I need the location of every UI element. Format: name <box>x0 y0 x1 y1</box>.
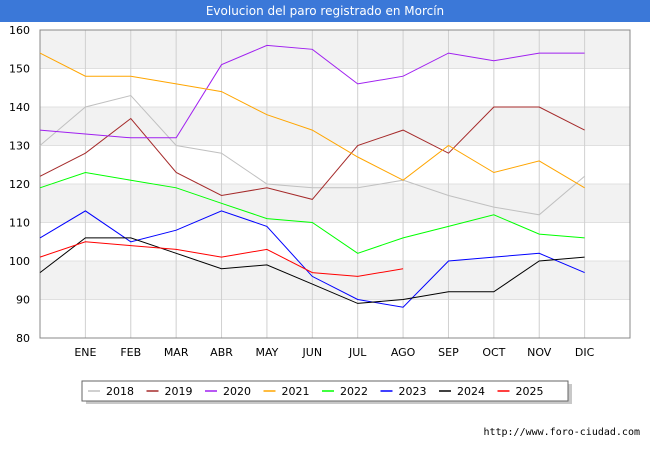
y-tick-label: 110 <box>9 217 30 230</box>
x-tick-label: FEB <box>120 346 141 359</box>
x-tick-label: JUL <box>348 346 367 359</box>
y-axis-ticks: 80 90 100 110 120 130 140 150 160 <box>9 24 30 345</box>
legend-label-2022: 2022 <box>340 385 368 398</box>
x-tick-label: JUN <box>302 346 323 359</box>
legend-label-2023: 2023 <box>399 385 427 398</box>
plot-bands <box>40 30 630 300</box>
legend-label-2024: 2024 <box>457 385 485 398</box>
y-tick-label: 100 <box>9 255 30 268</box>
legend-label-2019: 2019 <box>165 385 193 398</box>
y-tick-label: 140 <box>9 101 30 114</box>
series-line-2020 <box>39 44 585 139</box>
plot-band <box>40 30 630 69</box>
x-tick-label: MAR <box>164 346 189 359</box>
x-tick-label: ENE <box>74 346 96 359</box>
y-tick-label: 150 <box>9 63 30 76</box>
y-tick-label: 160 <box>9 24 30 37</box>
y-tick-label: 130 <box>9 140 30 153</box>
legend-label-2020: 2020 <box>223 385 251 398</box>
x-tick-label: AGO <box>391 346 416 359</box>
legend-label-2018: 2018 <box>106 385 134 398</box>
y-tick-label: 120 <box>9 178 30 191</box>
y-tick-label: 90 <box>16 294 30 307</box>
legend-label-2021: 2021 <box>282 385 310 398</box>
series-line-2018 <box>39 94 585 216</box>
chart-title: Evolucion del paro registrado en Morcín <box>0 0 650 22</box>
x-tick-label: DIC <box>575 346 595 359</box>
series-line-2021 <box>39 52 585 189</box>
legend-label-2025: 2025 <box>516 385 544 398</box>
x-tick-label: SEP <box>438 346 459 359</box>
series-lines <box>39 44 585 308</box>
x-tick-label: NOV <box>527 346 552 359</box>
x-tick-label: OCT <box>482 346 505 359</box>
plot-band <box>40 184 630 223</box>
series-line-2022 <box>39 171 585 254</box>
grid-lines <box>40 29 630 339</box>
source-url[interactable]: http://www.foro-ciudad.com <box>483 427 640 438</box>
series-line-2019 <box>39 106 585 200</box>
plot-frame <box>39 29 631 339</box>
x-axis-ticks: ENE FEB MAR ABR MAY JUN JUL AGO SEP OCT NOV DIC <box>74 346 594 359</box>
series-line-2025 <box>39 241 404 277</box>
series-line-2023 <box>39 210 585 308</box>
plot-band <box>40 261 630 300</box>
x-tick-label: ABR <box>210 346 233 359</box>
x-tick-label: MAY <box>255 346 278 359</box>
plot-band <box>40 107 630 146</box>
y-tick-label: 80 <box>16 332 30 345</box>
legend: 2018 2019 2020 2021 2022 2023 2024 2025 <box>81 380 572 404</box>
series-line-2024 <box>39 237 585 304</box>
